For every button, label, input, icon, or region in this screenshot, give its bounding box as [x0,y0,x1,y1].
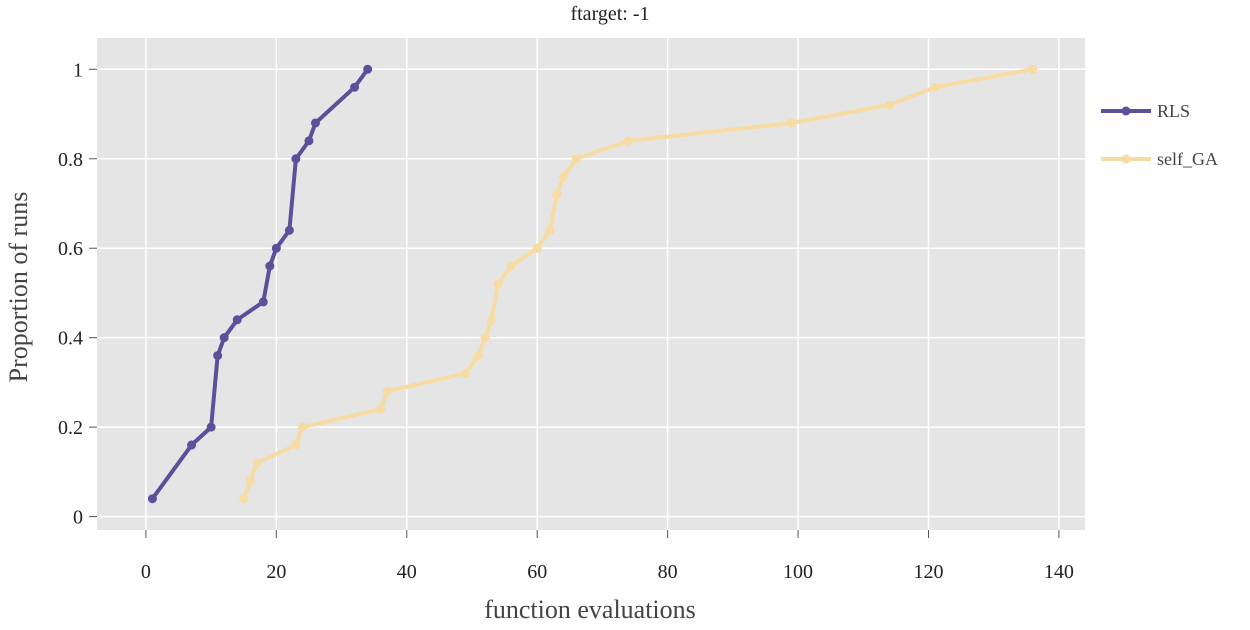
data-point [558,172,568,182]
data-point [474,351,484,361]
data-point [350,82,360,92]
x-tick-label: 0 [141,561,151,583]
data-point [310,118,320,128]
data-point [297,422,307,432]
data-point [187,440,197,450]
data-point [232,315,242,325]
data-point [258,297,268,307]
data-point [571,154,581,164]
data-point [532,243,542,253]
data-point [147,494,157,504]
data-point [787,118,797,128]
y-tick-label: 0 [73,507,83,529]
data-point [245,476,255,486]
x-tick-label: 20 [266,561,286,583]
data-point [304,136,314,146]
data-point [291,154,301,164]
data-point [545,225,555,235]
legend: RLS self_GA [1101,101,1218,169]
x-tick-label: 120 [913,561,943,583]
x-tick-label: 60 [527,561,547,583]
legend-item: self_GA [1101,149,1218,169]
data-point [206,422,216,432]
x-axis-label: function evaluations [484,595,696,624]
legend-label: self_GA [1157,149,1218,169]
y-axis-label: Proportion of runs [4,192,33,383]
legend-item: RLS [1101,101,1190,121]
x-tick-label: 40 [397,561,417,583]
series-layer [147,64,1038,504]
data-point [376,404,386,414]
data-point [291,440,301,450]
axes: 0 20 40 60 80 100 120 140 0 0.2 0.4 0.6 0.8 1 [58,59,1074,583]
y-tick-label: 0.4 [58,328,83,350]
legend-label: RLS [1157,101,1190,121]
data-point [382,386,392,396]
x-tick-label: 80 [658,561,678,583]
data-point [363,64,373,74]
data-point [1028,64,1038,74]
data-point [265,261,275,271]
data-point [930,82,940,92]
series-self-ga [239,64,1038,504]
data-point [213,351,223,361]
data-point [271,243,281,253]
plot-area [97,38,1085,530]
legend-swatch-marker [1121,106,1131,116]
data-point [284,225,294,235]
data-point [552,190,562,200]
data-point [460,368,470,378]
data-point [487,315,497,325]
data-point [480,333,490,343]
data-point [623,136,633,146]
data-point [219,333,229,343]
x-tick-label: 140 [1044,561,1074,583]
y-tick-label: 1 [73,59,83,81]
data-point [884,100,894,110]
legend-swatch-marker [1121,154,1131,164]
data-point [493,279,503,289]
data-point [252,458,262,468]
data-point [239,494,249,504]
series-rls [147,64,373,504]
chart-title: ftarget: -1 [570,3,649,25]
data-point [506,261,516,271]
y-tick-label: 0.8 [58,149,83,171]
y-tick-label: 0.2 [58,417,83,439]
y-tick-label: 0.6 [58,238,83,260]
x-tick-label: 100 [783,561,813,583]
